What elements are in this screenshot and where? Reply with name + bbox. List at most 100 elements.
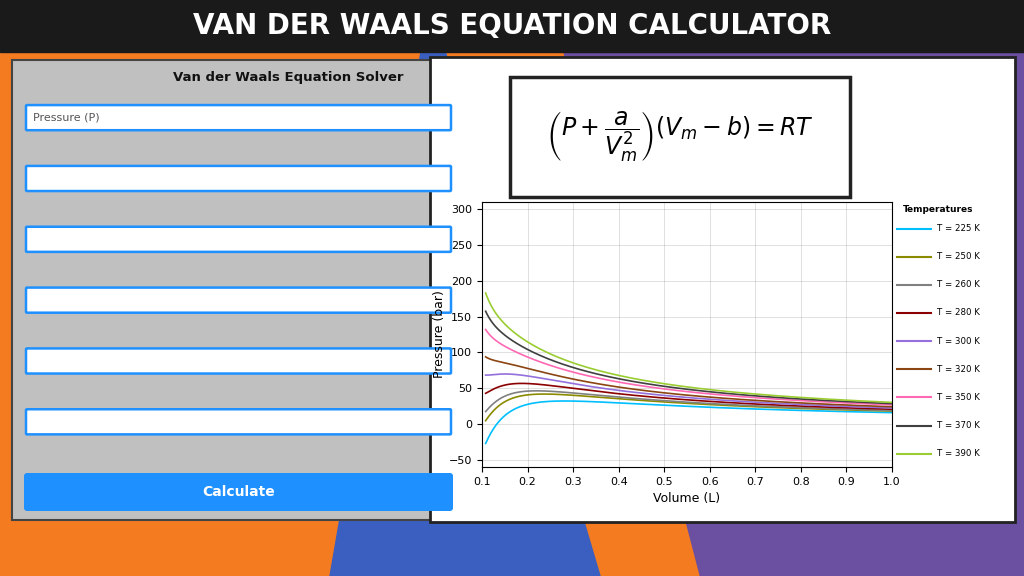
FancyBboxPatch shape [26, 348, 451, 373]
T = 300 K [716, 397, 728, 404]
T = 260 K [739, 402, 752, 409]
T = 250 K [479, 417, 492, 424]
T = 300 K [479, 372, 492, 378]
T = 350 K [505, 346, 517, 353]
T = 250 K [505, 396, 517, 403]
Text: T = 250 K: T = 250 K [937, 252, 979, 261]
T = 250 K [829, 406, 842, 413]
Line: T = 250 K: T = 250 K [485, 394, 892, 420]
T = 320 K [787, 399, 800, 406]
Bar [0, 0, 1024, 52]
Text: T = 320 K: T = 320 K [937, 365, 979, 374]
T = 370 K [738, 392, 751, 399]
Text: T = 225 K: T = 225 K [937, 224, 979, 233]
T = 260 K [829, 406, 842, 412]
FancyBboxPatch shape [26, 227, 451, 252]
T = 370 K [829, 397, 842, 404]
T = 280 K [505, 381, 517, 388]
T = 280 K [716, 399, 728, 406]
FancyBboxPatch shape [26, 410, 451, 434]
Line: T = 225 K: T = 225 K [485, 401, 892, 444]
T = 280 K [479, 390, 492, 397]
Line: T = 390 K: T = 390 K [485, 293, 892, 403]
T = 350 K [716, 392, 728, 399]
Text: Calculate: Calculate [202, 485, 274, 499]
FancyBboxPatch shape [26, 287, 451, 313]
Text: Volume (V) in m³:: Volume (V) in m³: [27, 165, 115, 175]
Line: T = 260 K: T = 260 K [485, 391, 892, 412]
T = 280 K [739, 400, 752, 407]
T = 390 K [787, 393, 800, 400]
Polygon shape [550, 0, 1024, 576]
T = 390 K [829, 396, 842, 403]
T = 260 K [716, 401, 728, 408]
Text: T = 300 K: T = 300 K [937, 336, 979, 346]
T = 280 K [886, 406, 898, 412]
T = 250 K [739, 403, 752, 410]
Text: VAN DER WAALS EQUATION CALCULATOR: VAN DER WAALS EQUATION CALCULATOR [193, 12, 831, 40]
T = 390 K [505, 326, 517, 333]
T = 300 K [829, 403, 842, 410]
Text: Van der Waals Equation Solver: Van der Waals Equation Solver [173, 71, 403, 85]
T = 370 K [787, 395, 800, 402]
FancyBboxPatch shape [26, 105, 451, 130]
T = 225 K [727, 405, 739, 412]
Bar [12, 60, 457, 520]
Line: T = 320 K: T = 320 K [485, 357, 892, 407]
Text: T = 260 K: T = 260 K [937, 281, 979, 289]
Polygon shape [330, 0, 600, 576]
T = 320 K [716, 395, 728, 401]
T = 320 K [886, 403, 898, 410]
T = 320 K [829, 401, 842, 408]
T = 300 K [727, 397, 739, 404]
Y-axis label: Pressure (bar): Pressure (bar) [433, 290, 446, 378]
Text: Pressure (P): Pressure (P) [33, 113, 99, 123]
T = 250 K [716, 402, 728, 409]
Text: T = 370 K: T = 370 K [937, 421, 979, 430]
T = 225 K [505, 408, 517, 415]
Text: PV ISOTHERM PLOT: PV ISOTHERM PLOT [520, 446, 840, 474]
Text: Temperature (T) in K:: Temperature (T) in K: [27, 226, 132, 236]
T = 225 K [716, 404, 728, 411]
T = 250 K [538, 391, 550, 397]
Text: Temperatures: Temperatures [902, 204, 973, 214]
T = 260 K [505, 391, 517, 397]
T = 300 K [739, 398, 752, 405]
T = 225 K [739, 405, 752, 412]
T = 350 K [726, 392, 738, 399]
T = 320 K [738, 396, 751, 403]
Text: T = 390 K: T = 390 K [937, 449, 979, 458]
T = 350 K [829, 399, 842, 406]
T = 350 K [886, 401, 898, 408]
T = 300 K [499, 370, 511, 377]
T = 260 K [788, 404, 801, 411]
Text: T = 280 K: T = 280 K [937, 309, 979, 317]
Bar [510, 77, 850, 197]
X-axis label: Volume (L): Volume (L) [653, 492, 721, 505]
T = 260 K [886, 407, 898, 414]
T = 390 K [716, 388, 728, 395]
Line: T = 370 K: T = 370 K [485, 311, 892, 404]
Text: WWW. CHEMENGGCALC.COM: WWW. CHEMENGGCALC.COM [595, 335, 842, 350]
T = 260 K [727, 401, 739, 408]
T = 300 K [505, 371, 517, 378]
T = 260 K [530, 388, 543, 395]
T = 370 K [479, 308, 492, 314]
Bar [430, 57, 1015, 522]
Line: T = 350 K: T = 350 K [485, 329, 892, 405]
T = 370 K [505, 336, 517, 343]
FancyBboxPatch shape [24, 473, 453, 511]
T = 300 K [788, 401, 801, 408]
T = 225 K [829, 408, 842, 415]
T = 390 K [886, 399, 898, 406]
FancyBboxPatch shape [26, 166, 451, 191]
T = 320 K [505, 361, 517, 367]
T = 350 K [738, 393, 751, 400]
T = 225 K [479, 440, 492, 447]
T = 225 K [788, 407, 801, 414]
T = 320 K [726, 395, 738, 402]
T = 280 K [788, 403, 801, 410]
Text: Select Parameter:: Select Parameter: [27, 104, 116, 114]
T = 250 K [788, 405, 801, 412]
T = 250 K [886, 408, 898, 415]
